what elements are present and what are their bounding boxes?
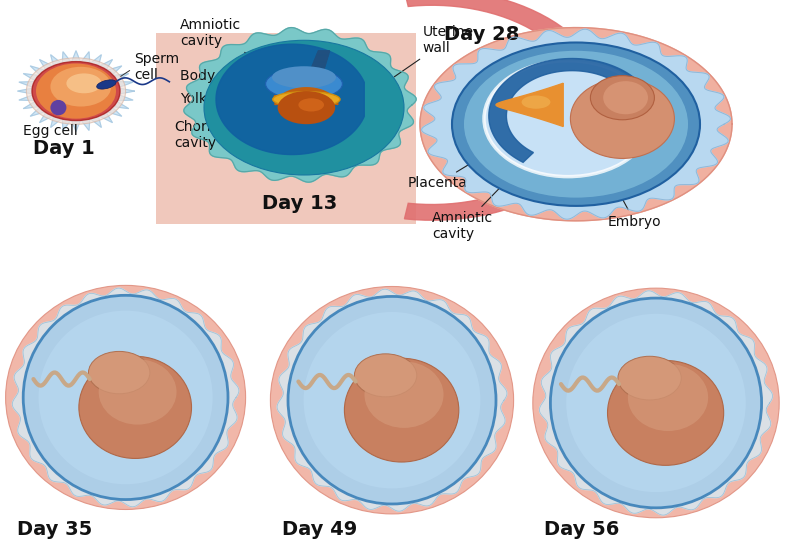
- FancyBboxPatch shape: [156, 33, 416, 224]
- Polygon shape: [307, 77, 322, 78]
- Polygon shape: [310, 71, 323, 73]
- Ellipse shape: [365, 362, 443, 428]
- Text: Placenta: Placenta: [408, 142, 506, 190]
- Text: Day 49: Day 49: [282, 520, 357, 539]
- Polygon shape: [311, 66, 325, 68]
- Text: Amniotic
cavity: Amniotic cavity: [180, 18, 282, 73]
- Polygon shape: [303, 87, 318, 88]
- Polygon shape: [298, 99, 315, 100]
- Ellipse shape: [618, 356, 682, 400]
- Polygon shape: [496, 83, 563, 126]
- Polygon shape: [216, 44, 364, 155]
- Text: Amniotic
cavity: Amniotic cavity: [432, 157, 530, 241]
- Polygon shape: [316, 54, 329, 56]
- Polygon shape: [316, 56, 328, 57]
- Ellipse shape: [304, 312, 480, 489]
- Ellipse shape: [354, 354, 417, 397]
- Polygon shape: [314, 60, 327, 61]
- Ellipse shape: [288, 296, 496, 504]
- Polygon shape: [309, 73, 322, 75]
- Ellipse shape: [550, 298, 762, 508]
- Polygon shape: [489, 59, 655, 162]
- Ellipse shape: [50, 100, 66, 115]
- Text: Yolk sac: Yolk sac: [180, 92, 282, 107]
- Ellipse shape: [66, 73, 102, 93]
- Ellipse shape: [98, 359, 177, 424]
- Text: Day 1: Day 1: [33, 139, 95, 158]
- Ellipse shape: [270, 286, 514, 514]
- Polygon shape: [539, 291, 773, 515]
- Text: Body stalk: Body stalk: [180, 69, 282, 89]
- Text: Day 13: Day 13: [262, 194, 338, 213]
- Ellipse shape: [566, 314, 746, 492]
- Polygon shape: [12, 288, 239, 507]
- Polygon shape: [306, 78, 322, 80]
- Polygon shape: [420, 28, 732, 221]
- Ellipse shape: [484, 61, 652, 177]
- Ellipse shape: [97, 80, 116, 89]
- Ellipse shape: [36, 63, 116, 119]
- Ellipse shape: [272, 66, 336, 88]
- Polygon shape: [315, 57, 327, 60]
- Text: Day 56: Day 56: [544, 520, 619, 539]
- Polygon shape: [184, 28, 416, 182]
- Ellipse shape: [204, 40, 404, 175]
- Polygon shape: [274, 88, 338, 104]
- Ellipse shape: [79, 357, 191, 458]
- Ellipse shape: [23, 295, 228, 500]
- Polygon shape: [314, 61, 326, 63]
- Polygon shape: [305, 83, 320, 85]
- Polygon shape: [318, 51, 330, 52]
- Ellipse shape: [603, 81, 648, 114]
- Polygon shape: [312, 65, 326, 66]
- Text: Day 28: Day 28: [444, 25, 519, 44]
- Polygon shape: [277, 289, 507, 511]
- Ellipse shape: [570, 79, 674, 158]
- Text: Egg cell: Egg cell: [23, 124, 78, 138]
- Text: Uterine
wall: Uterine wall: [394, 25, 474, 77]
- Ellipse shape: [590, 76, 654, 120]
- Ellipse shape: [50, 67, 111, 107]
- Polygon shape: [317, 52, 329, 54]
- Polygon shape: [302, 88, 318, 90]
- Ellipse shape: [533, 288, 779, 518]
- Polygon shape: [302, 90, 318, 92]
- Polygon shape: [306, 82, 320, 83]
- Ellipse shape: [266, 68, 342, 99]
- Polygon shape: [310, 70, 324, 71]
- Ellipse shape: [26, 58, 126, 124]
- Text: Sperm
cell: Sperm cell: [134, 52, 179, 82]
- Polygon shape: [18, 51, 134, 131]
- Ellipse shape: [278, 91, 335, 124]
- Polygon shape: [304, 85, 319, 87]
- Ellipse shape: [273, 92, 340, 107]
- Polygon shape: [301, 92, 317, 94]
- Polygon shape: [300, 95, 316, 97]
- Ellipse shape: [273, 93, 340, 104]
- Text: Chorionic
cavity: Chorionic cavity: [174, 120, 246, 150]
- Text: Embryo: Embryo: [600, 157, 662, 229]
- Polygon shape: [308, 75, 322, 77]
- Ellipse shape: [628, 364, 708, 431]
- Ellipse shape: [522, 95, 550, 109]
- Ellipse shape: [298, 98, 324, 112]
- Ellipse shape: [452, 43, 700, 206]
- Polygon shape: [422, 29, 730, 219]
- Polygon shape: [311, 68, 324, 70]
- Polygon shape: [299, 97, 315, 99]
- Ellipse shape: [345, 358, 459, 462]
- Polygon shape: [306, 80, 321, 82]
- Polygon shape: [313, 63, 326, 65]
- Ellipse shape: [32, 62, 120, 120]
- Polygon shape: [405, 0, 608, 220]
- Ellipse shape: [38, 311, 213, 484]
- Ellipse shape: [89, 352, 150, 394]
- Ellipse shape: [607, 360, 724, 465]
- Text: Day 35: Day 35: [17, 520, 92, 539]
- Polygon shape: [301, 94, 317, 95]
- Ellipse shape: [6, 285, 246, 509]
- Ellipse shape: [464, 51, 688, 198]
